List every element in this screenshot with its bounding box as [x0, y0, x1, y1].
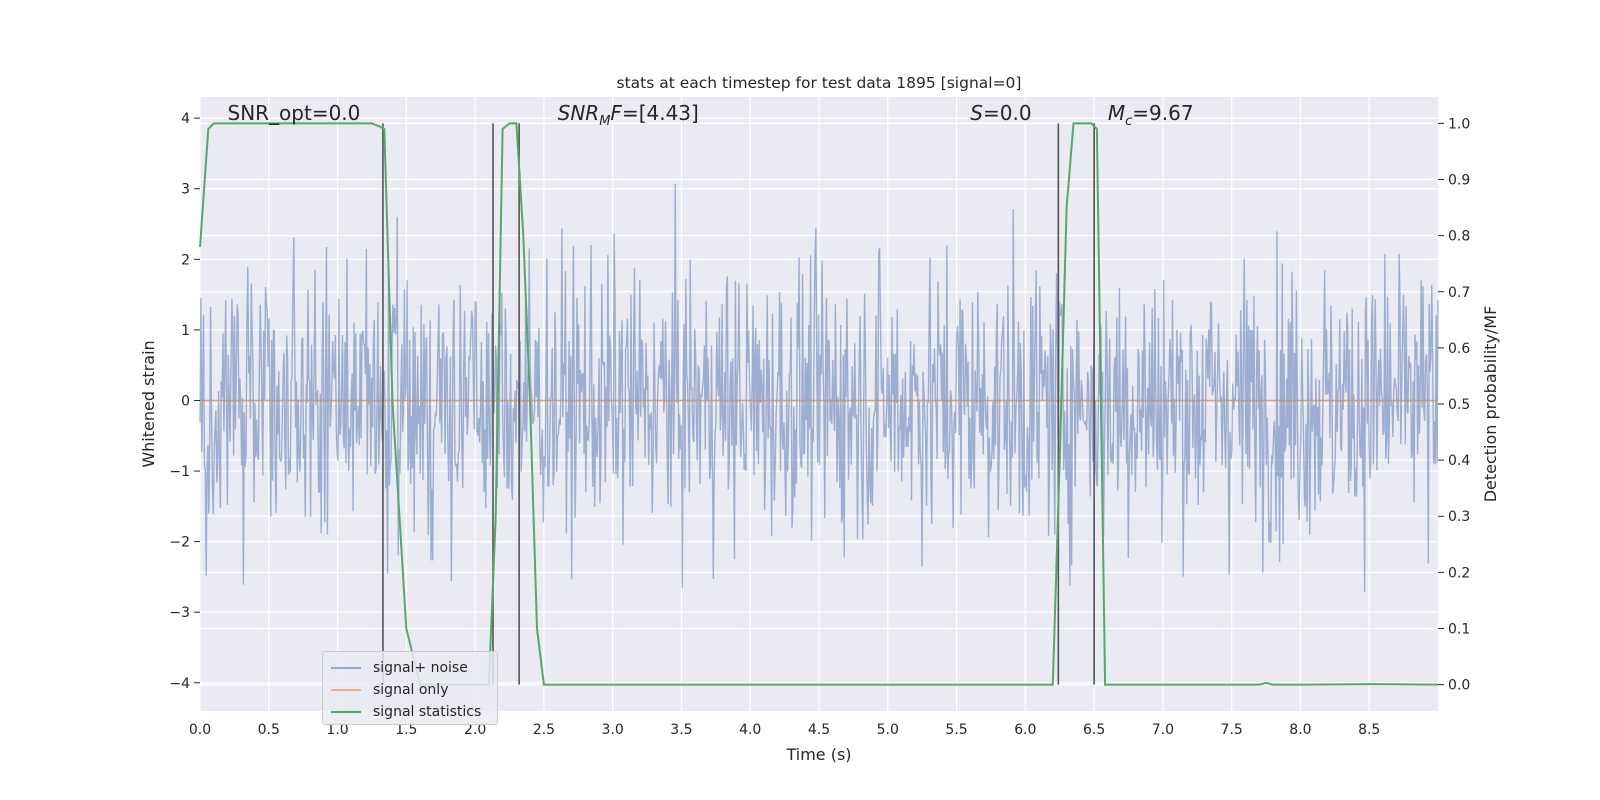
- y-tick-label: 4: [181, 111, 190, 127]
- y-axis-label: Whitened strain: [139, 340, 158, 467]
- x-tick-label: 6.5: [1083, 722, 1105, 738]
- x-tick-label: 5.5: [945, 722, 967, 738]
- y-tick-label: 3: [181, 182, 190, 198]
- signal-statistics-series: [199, 122, 1439, 686]
- annotation-mc: Mc=9.67: [1108, 101, 1194, 129]
- annotations: SNR_opt=0.0 SNRMF=[4.43] S=0.0 Mc=9.67: [228, 101, 1194, 129]
- y-right-tick-label: 0.1: [1448, 621, 1470, 637]
- x-tick-label: 5.0: [877, 722, 899, 738]
- signal-plus-noise-line: [199, 183, 1439, 592]
- x-tick-label: 4.5: [808, 722, 830, 738]
- signal-plus-noise-series: [199, 183, 1439, 592]
- x-tick-label: 3.0: [602, 722, 624, 738]
- y-tick-label: −2: [169, 535, 190, 551]
- x-tick-label: 2.0: [464, 722, 486, 738]
- x-tick-label: 7.5: [1221, 722, 1243, 738]
- x-tick-label: 1.5: [395, 722, 417, 738]
- y-right-tick-label: 0.7: [1448, 285, 1470, 301]
- y-tick-label: −1: [169, 464, 190, 480]
- y-right-tick-label: 0.5: [1448, 397, 1470, 413]
- y-tick-label: 2: [181, 252, 190, 268]
- x-axis-label: Time (s): [785, 745, 851, 764]
- y-right-tick-label: 0.8: [1448, 229, 1470, 245]
- x-tick-label: 0.0: [189, 722, 211, 738]
- axis-ticks: 0.0 0.5 1.0 1.5 2.0 2.5 3.0 3.5 4.0 4.5 5.0 5.5 6.0 6…: [169, 111, 1470, 738]
- signal-statistics-line: [199, 122, 1439, 686]
- chart-title: stats at each timestep for test data 189…: [617, 74, 1022, 92]
- legend-label: signal statistics: [373, 704, 482, 720]
- annotation-s: S=0.0: [970, 101, 1031, 125]
- y-right-tick-label: 1.0: [1448, 116, 1470, 132]
- y-right-tick-label: 0.9: [1448, 173, 1470, 189]
- annotation-snr-opt: SNR_opt=0.0: [228, 101, 361, 125]
- legend: signal+ noise signal only signal statist…: [322, 651, 498, 725]
- x-tick-label: 3.5: [670, 722, 692, 738]
- x-tick-label: 8.0: [1289, 722, 1311, 738]
- y-right-tick-label: 0.4: [1448, 453, 1470, 469]
- y-tick-label: 1: [181, 323, 190, 339]
- y-tick-label: −3: [169, 605, 190, 621]
- x-tick-label: 6.0: [1014, 722, 1036, 738]
- legend-item-signal-statistics: signal statistics: [331, 702, 481, 722]
- legend-swatch: [331, 711, 361, 713]
- x-tick-label: 1.0: [326, 722, 348, 738]
- y-right-axis-label: Detection probability/MF: [1481, 306, 1500, 503]
- y-right-tick-label: 0.3: [1448, 509, 1470, 525]
- legend-swatch: [331, 689, 361, 691]
- y-right-tick-label: 0.2: [1448, 565, 1470, 581]
- x-tick-label: 2.5: [533, 722, 555, 738]
- y-tick-label: 0: [181, 393, 190, 409]
- legend-item-signal-plus-noise: signal+ noise: [331, 658, 468, 678]
- y-right-tick-label: 0.0: [1448, 678, 1470, 694]
- legend-label: signal+ noise: [373, 660, 468, 676]
- legend-label: signal only: [373, 682, 449, 698]
- x-tick-label: 0.5: [258, 722, 280, 738]
- annotation-snr-mf: SNRMF=[4.43]: [558, 101, 699, 129]
- legend-item-signal-only: signal only: [331, 680, 448, 700]
- y-tick-label: −4: [169, 676, 190, 692]
- x-tick-label: 8.5: [1358, 722, 1380, 738]
- legend-swatch: [331, 667, 361, 669]
- x-tick-label: 7.0: [1152, 722, 1174, 738]
- y-right-tick-label: 0.6: [1448, 341, 1470, 357]
- x-tick-label: 4.0: [739, 722, 761, 738]
